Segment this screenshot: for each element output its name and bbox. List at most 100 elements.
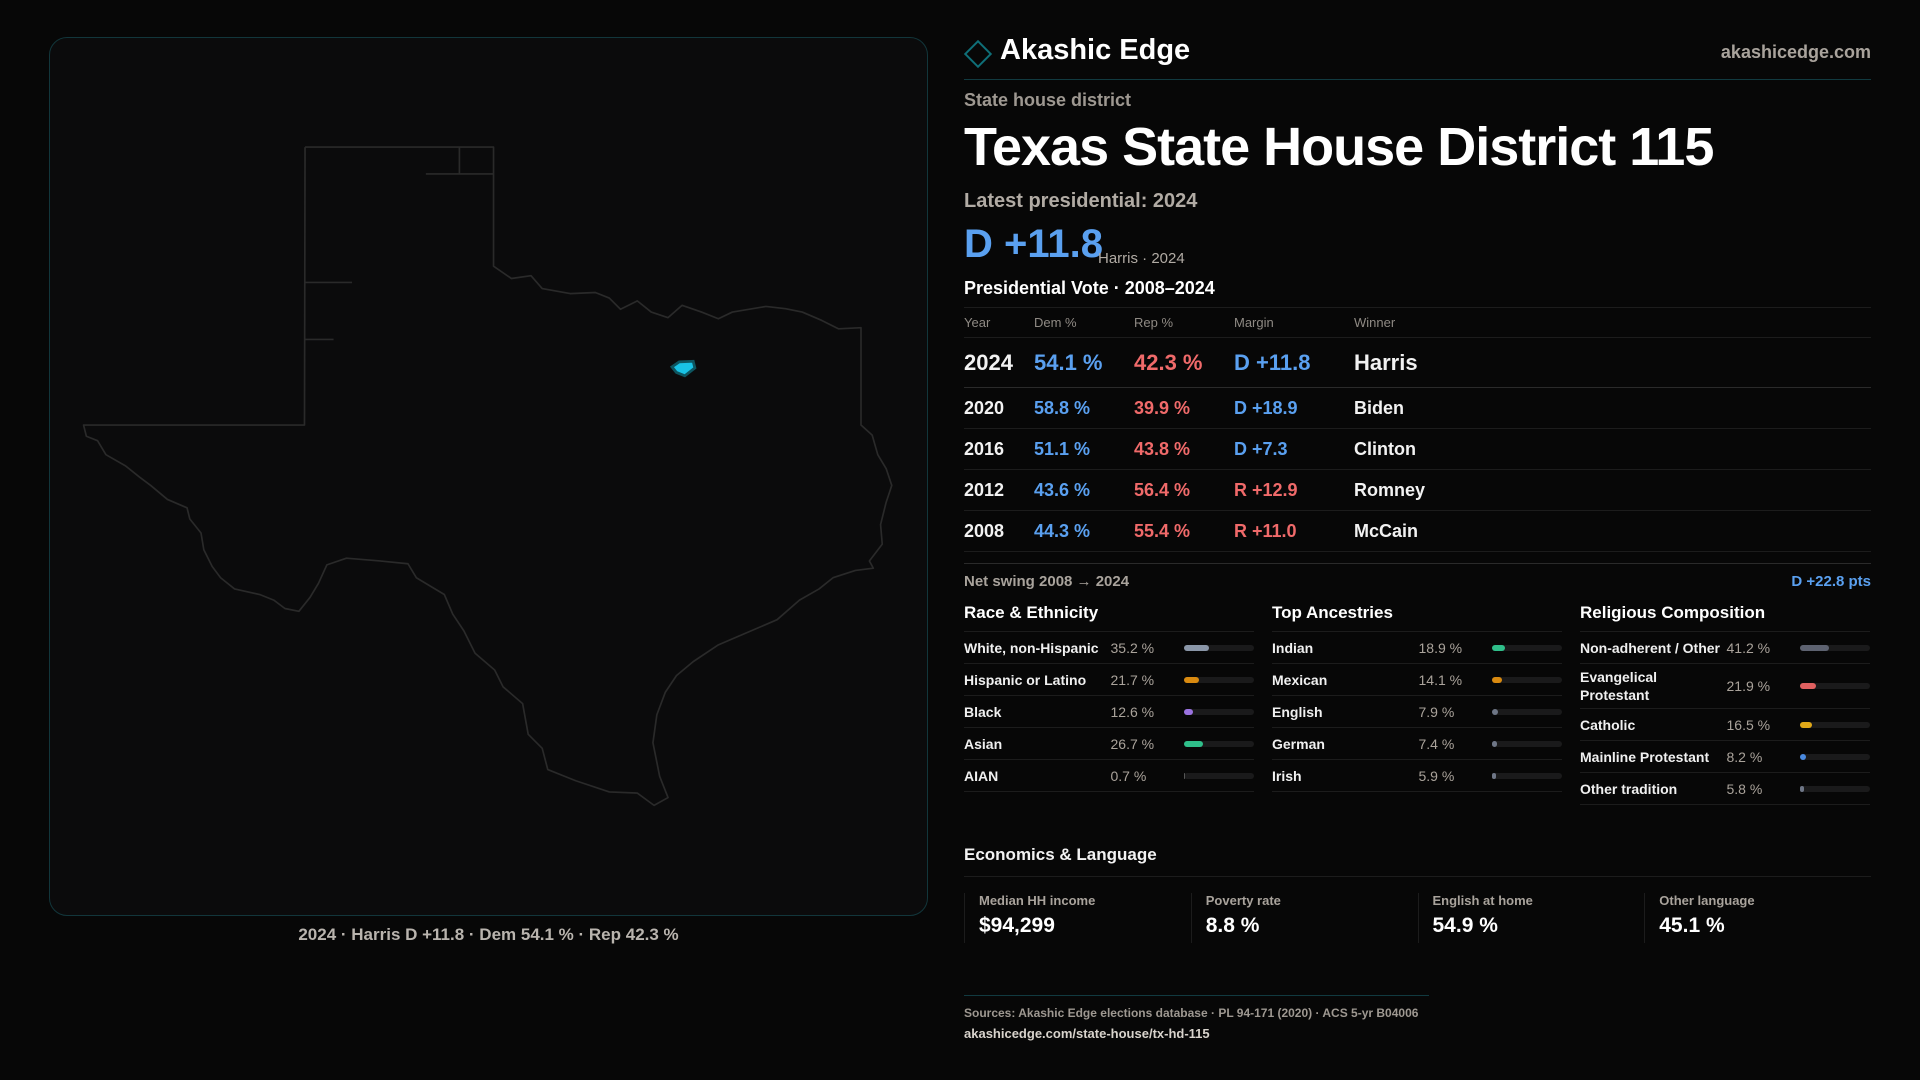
col-dem: Dem %	[1034, 307, 1134, 338]
rep-cell: 39.9 %	[1134, 387, 1234, 429]
card-label: Other language	[1659, 893, 1755, 908]
stat-label: Indian	[1272, 639, 1314, 656]
stat-bar	[1492, 644, 1563, 651]
stat-value: 26.7 %	[1110, 735, 1155, 752]
site-link[interactable]: akashicedge.com	[1720, 42, 1871, 62]
winner-cell: Biden	[1354, 387, 1871, 429]
year-cell: 2024	[964, 337, 1034, 388]
stat-label: English	[1272, 703, 1323, 720]
highlighted-district[interactable]	[669, 359, 697, 378]
stat-bar-fill	[1184, 740, 1203, 747]
stat-row: White, non-Hispanic 35.2 %	[964, 632, 1255, 664]
diamond-logo-icon	[963, 39, 993, 69]
stat-bar	[1184, 676, 1255, 683]
rep-cell: 55.4 %	[1134, 510, 1234, 552]
stat-label: Non-adherent / Other	[1580, 639, 1721, 656]
stat-bar	[1800, 721, 1871, 728]
map-caption: 2024 · Harris D +11.8 · Dem 54.1 % · Rep…	[298, 925, 679, 944]
net-swing: Net swing 2008 → 2024 D +22.8 pts	[964, 563, 1871, 590]
table-row: 2012 43.6 % 56.4 % R +12.9 Romney	[964, 469, 1871, 511]
margin-cell: D +11.8	[1234, 337, 1354, 388]
col-margin: Margin	[1234, 307, 1354, 338]
stat-bar-fill	[1492, 676, 1503, 683]
stat-bar	[1184, 740, 1255, 747]
stat-bar-fill	[1800, 683, 1816, 689]
stat-value: 7.9 %	[1418, 703, 1455, 720]
section-title: Race & Ethnicity	[964, 600, 1254, 632]
margin-cell: R +11.0	[1234, 510, 1354, 552]
stat-label: Hispanic or Latino	[964, 671, 1087, 688]
winner-cell: Clinton	[1354, 428, 1871, 470]
stat-bar	[1492, 676, 1563, 683]
stat-label: AIAN	[964, 767, 999, 784]
stat-value: 41.2 %	[1726, 639, 1771, 656]
district-profile: Akashic Edge akashicedge.com State house…	[963, 0, 1871, 1080]
table-row: 2016 51.1 % 43.8 % D +7.3 Clinton	[964, 428, 1871, 470]
brand-name[interactable]: Akashic Edge	[1000, 34, 1191, 66]
stat-row: Mainline Protestant 8.2 %	[1580, 741, 1871, 773]
stat-value: 21.9 %	[1726, 678, 1771, 694]
year-cell: 2008	[964, 510, 1034, 552]
section-1: Top Ancestries Indian 18.9 % Mexican 14.1 % E…	[1272, 600, 1563, 792]
stat-value: 5.8 %	[1726, 780, 1763, 797]
stat-card: English at home 54.9 %	[1417, 893, 1645, 943]
stat-row: Mexican 14.1 %	[1272, 664, 1563, 696]
stat-row: Non-adherent / Other 41.2 %	[1580, 632, 1871, 664]
page-url[interactable]: akashicedge.com/state-house/tx-hd-115	[964, 1026, 1210, 1041]
dem-cell: 54.1 %	[1034, 337, 1134, 388]
district-map[interactable]	[49, 37, 928, 916]
stat-label: Other tradition	[1580, 780, 1678, 797]
stat-value: 16.5 %	[1726, 716, 1771, 733]
presidential-table: Year Dem % Rep % Margin Winner 2024 54.1 …	[964, 307, 1871, 552]
dem-cell: 43.6 %	[1034, 469, 1134, 511]
stat-card: Other language 45.1 %	[1644, 893, 1871, 943]
stat-bar-fill	[1800, 753, 1806, 760]
card-label: English at home	[1432, 893, 1533, 908]
net-swing-value: D +22.8 pts	[1791, 573, 1871, 590]
stat-bar-fill	[1184, 708, 1194, 715]
card-label: Median HH income	[979, 893, 1096, 908]
stat-row: Hispanic or Latino 21.7 %	[964, 664, 1255, 696]
stat-row: Evangelical Protestant 21.9 %	[1580, 664, 1871, 709]
stat-label: Catholic	[1580, 716, 1636, 733]
section-title: Top Ancestries	[1272, 600, 1562, 632]
page-title: Texas State House District 115	[964, 117, 1714, 177]
col-winner: Winner	[1354, 307, 1871, 338]
district-type: State house district	[964, 90, 1132, 110]
stat-row: English 7.9 %	[1272, 696, 1563, 728]
stat-row: Black 12.6 %	[964, 696, 1255, 728]
stat-label: Evangelical Protestant	[1580, 669, 1658, 703]
stat-bar	[1800, 753, 1871, 760]
stat-row: Asian 26.7 %	[964, 728, 1255, 760]
latest-margin: D +11.8	[964, 222, 1104, 266]
presidential-heading: Presidential Vote · 2008–2024	[964, 278, 1215, 298]
winner-cell: Harris	[1354, 337, 1871, 388]
stat-bar-fill	[1492, 644, 1506, 651]
stat-bar	[1800, 785, 1871, 792]
card-value: 45.1 %	[1659, 914, 1725, 937]
col-year: Year	[964, 307, 1034, 338]
rep-cell: 56.4 %	[1134, 469, 1234, 511]
stat-bar-fill	[1492, 772, 1497, 779]
table-row: 2008 44.3 % 55.4 % R +11.0 McCain	[964, 510, 1871, 552]
economics-heading: Economics & Language	[964, 845, 1871, 877]
stat-bar-fill	[1800, 721, 1812, 728]
rep-cell: 42.3 %	[1134, 337, 1234, 388]
net-swing-label: Net swing 2008 → 2024	[964, 573, 1130, 590]
stat-value: 21.7 %	[1110, 671, 1155, 688]
stat-label: Asian	[964, 735, 1003, 752]
stat-row: Indian 18.9 %	[1272, 632, 1563, 664]
stat-bar	[1492, 740, 1563, 747]
col-rep: Rep %	[1134, 307, 1234, 338]
dem-cell: 44.3 %	[1034, 510, 1134, 552]
year-cell: 2012	[964, 469, 1034, 511]
table-row: 2020 58.8 % 39.9 % D +18.9 Biden	[964, 387, 1871, 429]
sources-text: Sources: Akashic Edge elections database…	[964, 1006, 1419, 1020]
stat-bar	[1184, 644, 1255, 651]
stat-value: 8.2 %	[1726, 748, 1763, 765]
year-cell: 2020	[964, 387, 1034, 429]
economics-cards: Median HH income $94,299 Poverty rate 8.8 %…	[964, 893, 1871, 943]
latest-label: Latest presidential: 2024	[964, 190, 1198, 212]
stat-card: Median HH income $94,299	[964, 893, 1191, 943]
stat-row: Irish 5.9 %	[1272, 760, 1563, 792]
